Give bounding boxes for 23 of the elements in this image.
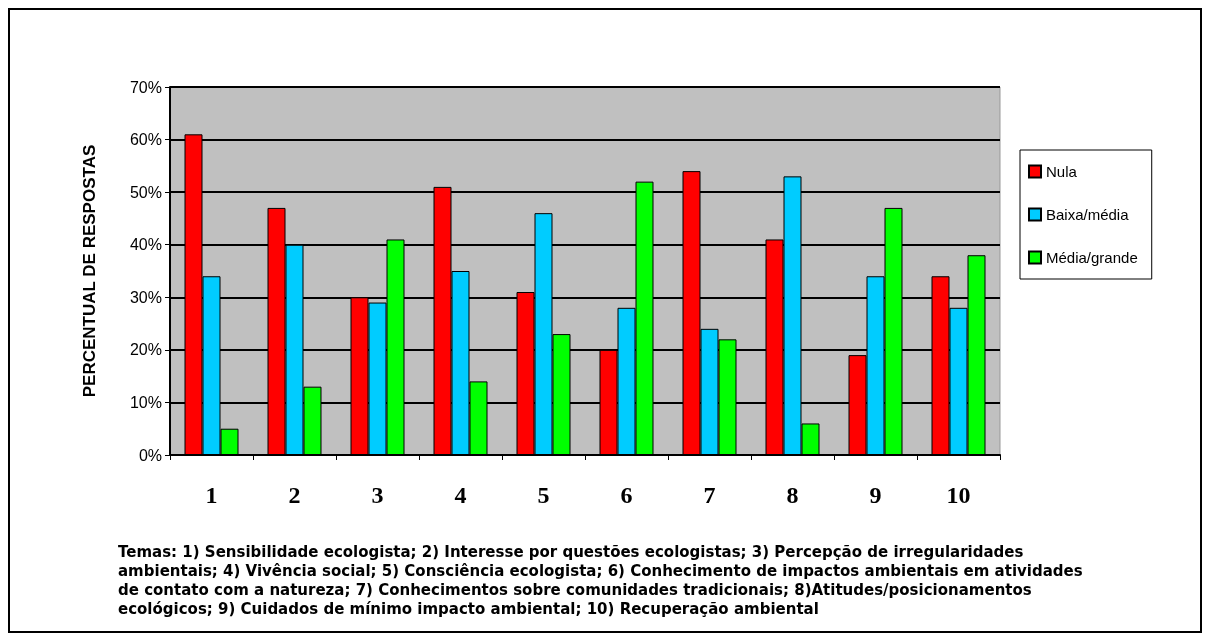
legend-label: Baixa/média bbox=[1046, 206, 1130, 223]
y-tick-label: 40% bbox=[129, 236, 162, 254]
x-tick-label: 8 bbox=[786, 482, 799, 508]
y-tick-label: 70% bbox=[129, 78, 162, 96]
legend-label: Média/grande bbox=[1046, 249, 1138, 266]
x-tick-label: 1 bbox=[205, 482, 218, 508]
y-tick-label: 10% bbox=[129, 393, 162, 411]
y-tick-label: 0% bbox=[138, 446, 162, 464]
x-tick-label: 4 bbox=[454, 482, 467, 508]
y-tick-label: 50% bbox=[129, 183, 162, 201]
x-tick-label: 9 bbox=[869, 482, 882, 508]
y-tick-label: 60% bbox=[129, 131, 162, 149]
legend-label: Nula bbox=[1046, 163, 1078, 180]
y-tick-label: 20% bbox=[129, 341, 162, 359]
y-axis-title: PERCENTUAL DE RESPOSTAS bbox=[80, 144, 99, 398]
x-tick-label: 7 bbox=[703, 482, 716, 508]
x-tick-label: 6 bbox=[620, 482, 633, 508]
x-tick-label: 5 bbox=[537, 482, 550, 508]
x-tick-label: 10 bbox=[946, 482, 971, 508]
y-tick-label: 30% bbox=[129, 288, 162, 306]
x-tick-label: 3 bbox=[371, 482, 384, 508]
text: Temas: 1) Sensibilidade ecologista; 2) Interesse por questões ecologistas; 3) Percepção de irregularidades ambientais; 4) Vivência social; 5) Consciência ecologista; 6) Conhecimento de impactos ambientais em atividades de contato com a natureza; 7) Conhecimentos sobre comunidades tradicionais; 8)Atitudes/posicionamentos ecológicos; 9) Cuidados de mínimo impacto ambiental; 10) Recuperação ambiental bbox=[118, 543, 1084, 619]
x-tick-label: 2 bbox=[288, 482, 301, 508]
